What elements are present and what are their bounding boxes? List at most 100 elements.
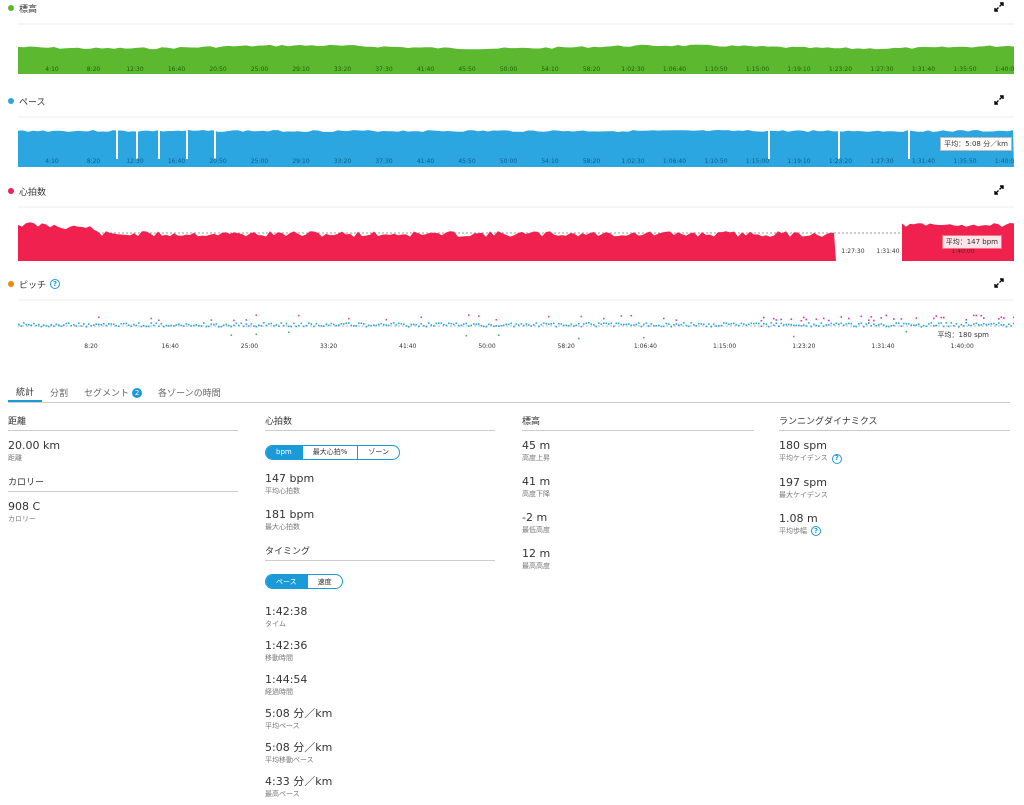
cadence-point xyxy=(775,322,778,324)
cadence-tick-label: 1:31:40 xyxy=(871,343,894,350)
cadence-chart: 8:20 16:40 25:00 33:20 41:40 50:00 58:20 1:06:4… xyxy=(18,298,1014,352)
cadence-point xyxy=(850,322,853,325)
cadence-tick-label: 1:15:00 xyxy=(713,343,736,350)
cadence-point xyxy=(388,324,390,327)
pace-tick-label: 1:15:00 xyxy=(746,158,769,165)
cadence-point xyxy=(90,324,93,327)
cadence-tick-label: 1:23:20 xyxy=(792,343,815,350)
cadence-point xyxy=(688,325,690,328)
pace-tick-label: 25:00 xyxy=(251,158,268,165)
cadence-point xyxy=(845,323,848,325)
cadence-point xyxy=(505,323,508,326)
cadence-point xyxy=(483,325,485,328)
expand-icon[interactable] xyxy=(994,185,1004,195)
cadence-point xyxy=(575,324,578,327)
cadence-point xyxy=(310,323,313,325)
cadence-point xyxy=(38,323,40,326)
cadence-avg-label: 平均：180 spm xyxy=(934,329,992,341)
cadence-point xyxy=(235,322,238,325)
elevation-chart: 4:10 8:20 12:30 16:40 20:50 25:00 29:10 33:20 37… xyxy=(18,22,1014,74)
pace-tick-label: 50:00 xyxy=(500,158,517,165)
tab-zones[interactable]: 各ゾーンの時間 xyxy=(158,389,221,399)
cadence-point xyxy=(965,319,968,321)
cadence-point xyxy=(495,325,498,327)
cadence-point xyxy=(305,324,308,327)
cadence-point xyxy=(710,325,713,328)
cadence-point xyxy=(985,323,988,326)
cadence-point xyxy=(118,325,120,328)
cadence-point xyxy=(743,323,745,325)
cadence-point xyxy=(363,323,365,325)
cadence-point xyxy=(745,324,748,326)
heartrate-avg-label: 平均：147 bpm xyxy=(941,235,1002,249)
cadence-point xyxy=(418,325,420,328)
help-icon[interactable]: ? xyxy=(811,526,821,536)
cadence-point xyxy=(395,324,398,326)
pace-gap xyxy=(186,129,188,159)
timing-unit-speed[interactable]: 速度 xyxy=(317,577,332,586)
cadence-point xyxy=(258,324,260,326)
cadence-point xyxy=(565,324,568,327)
cadence-point xyxy=(603,322,605,324)
cadence-point xyxy=(890,325,893,327)
cadence-point xyxy=(255,333,258,336)
cadence-point xyxy=(138,322,140,324)
cadence-point xyxy=(570,323,573,325)
timing-stat: 1:42:38 タイム xyxy=(265,605,308,628)
cadence-point xyxy=(708,323,710,325)
cadence-point xyxy=(498,334,500,336)
cadence-point xyxy=(115,324,118,327)
calories-title: カロリー xyxy=(8,475,238,492)
hr-unit-zone[interactable]: ゾーン xyxy=(368,448,390,456)
running-dynamics-column: ランニングダイナミクス 180 spm 平均ケイデンス? 197 spm 最大ケイデ… xyxy=(779,414,1010,548)
elevation-tick-label: 1:15:00 xyxy=(746,66,769,73)
tab-segments[interactable]: セグメント 2 xyxy=(76,383,150,402)
pace-header: ペース xyxy=(8,93,46,109)
cadence-point xyxy=(863,325,865,328)
cadence-point xyxy=(370,324,373,327)
hr-unit-maxpct[interactable]: 最大心拍% xyxy=(303,445,359,459)
cadence-point xyxy=(238,324,240,327)
cadence-point xyxy=(500,324,503,327)
cadence-point xyxy=(408,326,410,328)
cadence-point xyxy=(493,325,495,328)
expand-icon[interactable] xyxy=(994,278,1004,288)
elevation-tick-label: 54:10 xyxy=(541,66,558,73)
expand-icon[interactable] xyxy=(994,95,1004,105)
cadence-point xyxy=(55,323,58,326)
hr-area xyxy=(18,222,836,261)
cadence-point xyxy=(938,322,940,325)
cadence-point xyxy=(223,324,225,327)
cadence-point xyxy=(513,325,515,328)
cadence-point xyxy=(965,322,968,324)
cadence-point xyxy=(633,324,635,326)
cadence-point xyxy=(208,325,210,328)
cadence-point xyxy=(268,323,270,325)
cadence-point xyxy=(1008,323,1010,325)
cadence-point xyxy=(595,325,598,328)
expand-icon[interactable] xyxy=(994,2,1004,12)
help-icon[interactable]: ? xyxy=(831,453,842,464)
elevation-tick-label: 1:35:50 xyxy=(953,66,976,73)
cadence-point xyxy=(270,322,273,325)
cadence-point xyxy=(530,325,533,327)
cadence-tick-label: 25:00 xyxy=(241,343,258,350)
pace-tick-label: 1:40:00 xyxy=(995,158,1014,165)
cadence-point xyxy=(905,330,908,333)
cadence-point xyxy=(45,325,48,327)
cadence-point xyxy=(900,325,903,327)
cadence-point xyxy=(315,322,318,325)
tab-stats[interactable]: 統計 xyxy=(8,383,43,402)
cadence-point xyxy=(95,323,98,325)
cadence-point xyxy=(225,323,228,326)
tab-splits[interactable]: 分割 xyxy=(50,389,69,399)
cadence-point xyxy=(383,323,385,326)
cadence-point xyxy=(588,322,590,324)
help-icon[interactable]: ? xyxy=(50,279,61,289)
cadence-point xyxy=(695,325,698,327)
cadence-point xyxy=(48,325,50,328)
hr-unit-bpm[interactable]: bpm xyxy=(266,445,303,459)
cadence-point xyxy=(693,324,695,326)
timing-unit-pace[interactable]: ペース xyxy=(266,575,308,588)
cadence-point xyxy=(30,324,33,327)
